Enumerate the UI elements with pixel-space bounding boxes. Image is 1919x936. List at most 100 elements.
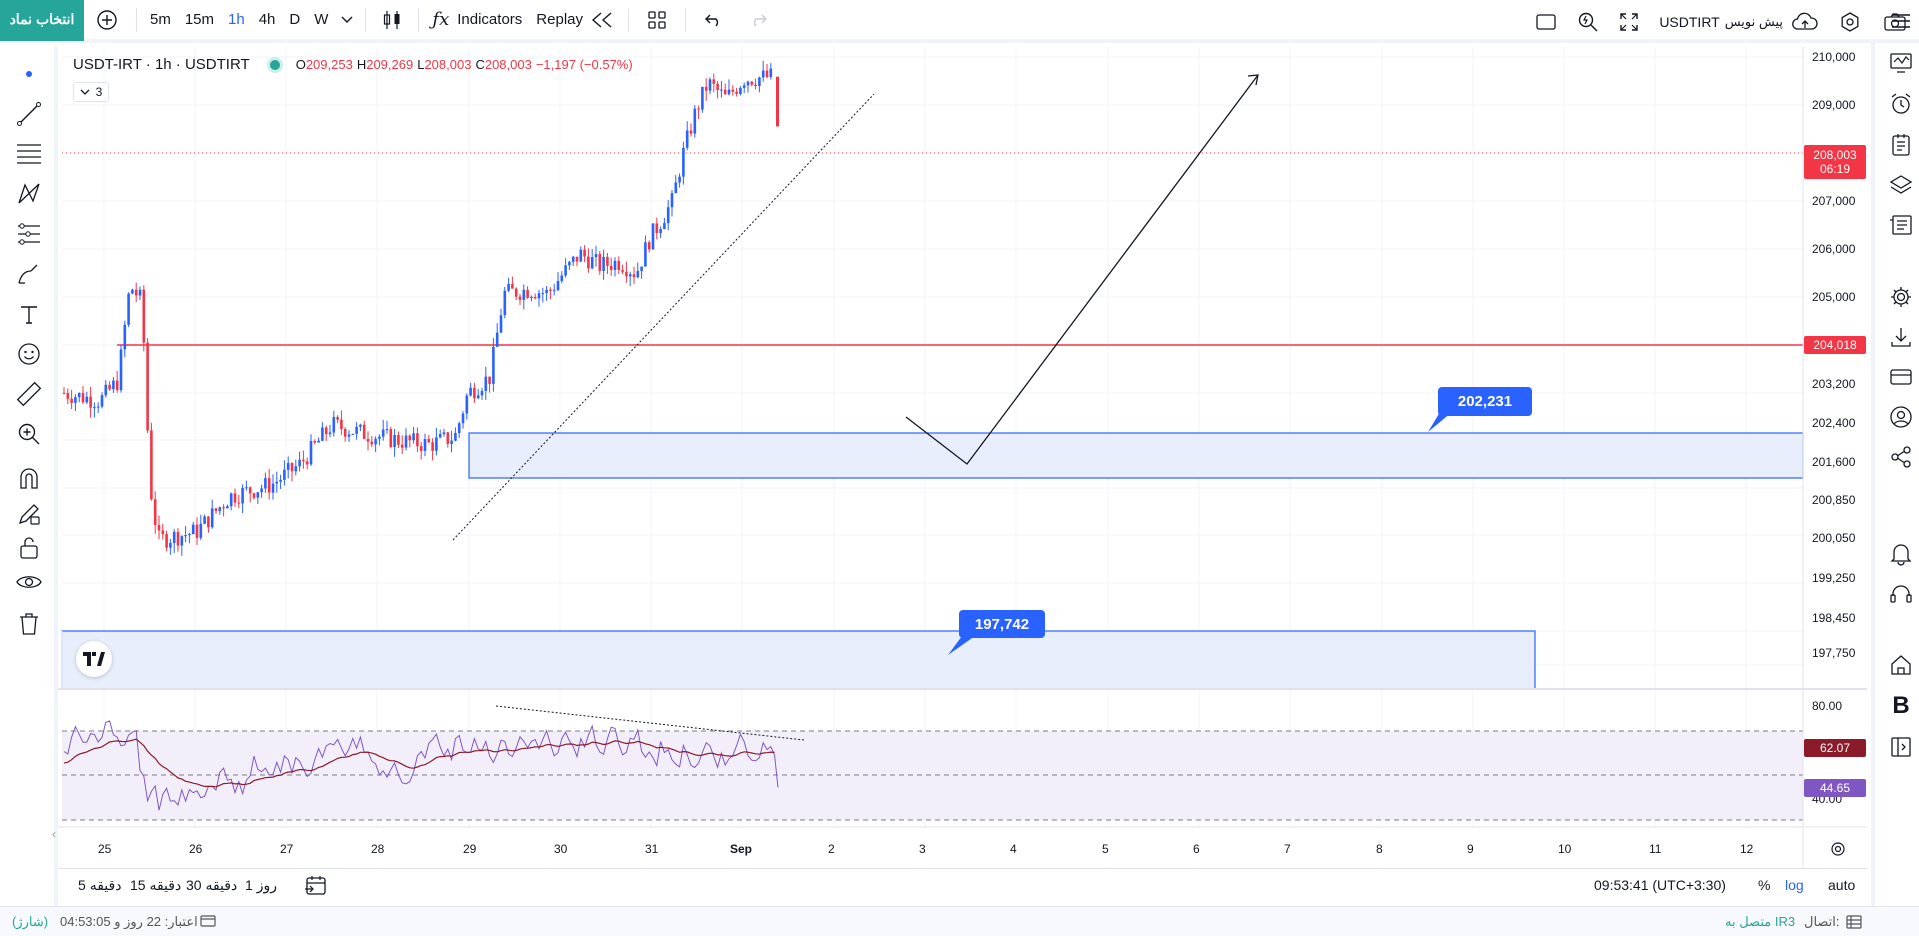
time-label: 10 <box>1558 842 1572 856</box>
fullscreen-icon[interactable] <box>1609 0 1649 43</box>
candle-body <box>754 84 757 86</box>
interval-d[interactable]: D <box>289 11 301 28</box>
tradingview-logo[interactable] <box>76 641 112 677</box>
interval-5m[interactable]: 5m <box>150 11 171 28</box>
interval-4h[interactable]: 4h <box>258 11 276 28</box>
fib-retracement-icon[interactable] <box>14 139 44 169</box>
gear-icon[interactable] <box>1887 283 1915 311</box>
demand-zone-lower[interactable] <box>61 630 1536 690</box>
replay-button[interactable]: Replay <box>529 0 622 41</box>
time-axis-settings-icon[interactable] <box>1829 840 1847 863</box>
candle-body <box>689 130 693 134</box>
cursor-dot-icon[interactable] <box>14 59 44 89</box>
download-icon[interactable] <box>1887 323 1915 351</box>
divider <box>628 7 629 32</box>
candle-body <box>176 531 180 546</box>
home-icon[interactable] <box>1887 651 1915 679</box>
collapse-toolbar-icon[interactable]: ‹ <box>52 827 56 841</box>
support-headset-icon[interactable] <box>1887 580 1915 608</box>
candle-body <box>492 346 495 384</box>
emoji-icon[interactable] <box>14 339 44 369</box>
compare-add-icon[interactable] <box>84 0 130 41</box>
menu-icon[interactable] <box>1887 7 1915 35</box>
brush-icon[interactable] <box>14 259 44 289</box>
notes-icon[interactable] <box>1887 131 1915 159</box>
legend-collapse-button[interactable]: 3 <box>73 82 109 102</box>
candle-body <box>518 296 522 300</box>
news-icon[interactable] <box>1887 211 1915 239</box>
candle-body <box>526 289 529 299</box>
candle-body <box>739 87 742 94</box>
candle-body <box>488 376 491 384</box>
candles-chart-type-icon[interactable] <box>372 0 412 41</box>
brand-b-icon[interactable]: B <box>1892 692 1910 719</box>
time-label: 30 <box>554 842 568 856</box>
redo-icon[interactable] <box>736 0 780 41</box>
pattern-tool-icon[interactable] <box>14 179 44 209</box>
text-tool-icon[interactable] <box>14 299 44 329</box>
lower-zone-price-callout[interactable]: 197,742 <box>959 610 1045 638</box>
rectangle-icon[interactable] <box>1525 0 1567 43</box>
auto-toggle[interactable]: auto <box>1828 877 1856 893</box>
range-5m[interactable]: 5 دقیقه <box>78 877 122 893</box>
undo-icon[interactable] <box>692 0 736 41</box>
settings-icon[interactable] <box>1829 0 1871 43</box>
server-list-icon[interactable] <box>1846 915 1862 932</box>
chevron-down-icon[interactable] <box>335 0 359 41</box>
interval-15m[interactable]: 15m <box>184 11 215 28</box>
range-30m[interactable]: 30 دقیقه <box>186 877 238 893</box>
candle-body <box>663 223 666 230</box>
candle-body <box>199 523 203 538</box>
chart-save-button[interactable]: USDTIRT پیش نویس <box>1649 0 1829 43</box>
utc-clock[interactable]: 09:53:41 (UTC+3:30) <box>1594 877 1726 893</box>
legend-title[interactable]: USDT-IRT · 1h · USDTIRT <box>73 56 250 73</box>
candle-body <box>260 488 263 493</box>
upper-zone-price-callout[interactable]: 202,231 <box>1438 387 1532 416</box>
connection-status: متصل به IR3 <box>1725 914 1796 929</box>
candle-body <box>252 493 256 498</box>
candle-body <box>758 77 761 86</box>
trend-line-icon[interactable] <box>14 99 44 129</box>
interval-1h[interactable]: 1h <box>228 11 245 28</box>
projection-path[interactable] <box>905 74 1259 465</box>
candle-body <box>108 384 111 390</box>
candle-body <box>606 256 609 266</box>
share-icon[interactable] <box>1887 443 1915 471</box>
rsi-divergence-line[interactable] <box>495 705 805 741</box>
log-toggle[interactable]: log <box>1785 877 1804 893</box>
prediction-tool-icon[interactable] <box>14 219 44 249</box>
lock-drawing-pencil-icon[interactable] <box>14 499 44 529</box>
alarm-clock-icon[interactable] <box>1887 90 1915 118</box>
interval-w[interactable]: W <box>314 11 329 28</box>
wallet-card-icon[interactable] <box>1887 363 1915 391</box>
user-profile-icon[interactable] <box>1887 403 1915 431</box>
layers-icon[interactable] <box>1887 171 1915 199</box>
layout-grid-icon[interactable] <box>635 0 679 41</box>
range-15m[interactable]: 15 دقیقه <box>130 877 182 893</box>
zoom-in-icon[interactable] <box>14 419 44 449</box>
demand-zone-upper[interactable] <box>468 432 1804 479</box>
price-label: 198,450 <box>1812 611 1856 625</box>
trash-icon[interactable] <box>14 609 44 639</box>
candle-body <box>374 438 377 445</box>
sidebar-toggle-icon[interactable] <box>1887 733 1915 761</box>
notification-bell-icon[interactable] <box>1887 540 1915 568</box>
date-range-calendar-icon[interactable] <box>304 875 328 900</box>
quick-search-icon[interactable] <box>1567 0 1609 43</box>
ruler-icon[interactable] <box>14 379 44 409</box>
credit-recharge-link[interactable]: (شارژ) <box>12 914 49 929</box>
symbol-search-button[interactable]: انتخاب نماد <box>0 0 84 41</box>
lock-icon[interactable] <box>14 533 44 563</box>
percent-toggle[interactable]: % <box>1758 877 1771 893</box>
candle-body <box>716 83 719 91</box>
candle-body <box>723 89 727 95</box>
candle-body <box>180 536 184 546</box>
support-trendline[interactable] <box>452 93 875 541</box>
candle-body <box>267 478 271 493</box>
indicators-button[interactable]: ƒx Indicators <box>425 0 529 41</box>
range-1d[interactable]: 1 روز <box>245 877 277 893</box>
magnet-icon[interactable] <box>14 463 44 493</box>
eye-icon[interactable] <box>14 567 44 597</box>
watchlist-monitor-icon[interactable] <box>1887 49 1915 77</box>
